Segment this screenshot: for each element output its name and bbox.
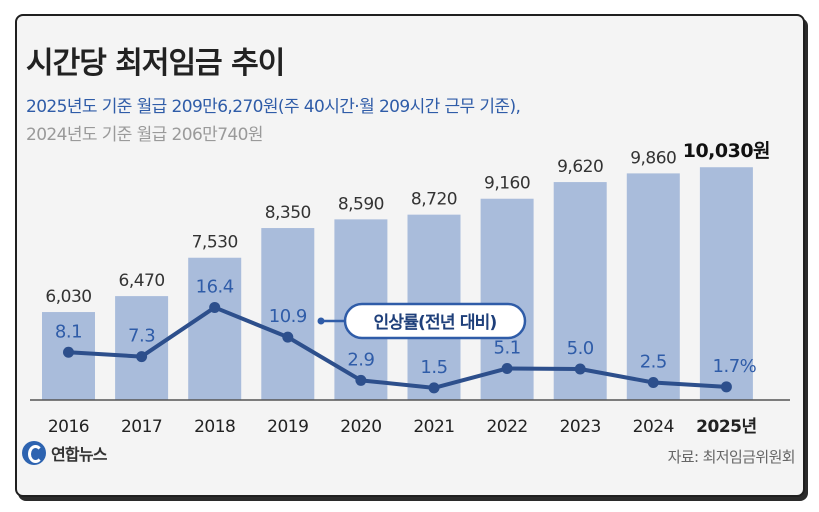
- rate-value-label: 2.9: [347, 349, 374, 370]
- rate-point-2018: [209, 301, 221, 313]
- rate-point-2021: [428, 382, 440, 394]
- bar-value-label: 10,030원: [683, 140, 770, 162]
- rate-point-2019: [282, 331, 294, 343]
- bar-2024: [626, 173, 680, 400]
- rate-value-label: 1.7%: [713, 356, 757, 377]
- bar-value-label: 6,470: [119, 271, 165, 291]
- bar-value-label: 9,160: [484, 174, 530, 194]
- rate-point-2025년: [720, 381, 732, 393]
- rate-series-line: [66, 305, 729, 390]
- rate-value-label: 1.5: [420, 357, 447, 378]
- bar-value-label: 9,620: [557, 157, 603, 177]
- bar-2017: [115, 296, 169, 400]
- logo-text: 연합뉴스: [51, 445, 107, 464]
- x-tick-label: 2019: [267, 417, 308, 437]
- rate-value-label: 5.0: [567, 338, 594, 359]
- rate-point-2020: [355, 374, 367, 386]
- rate-value-label: 7.3: [128, 326, 155, 347]
- x-tick-label: 2025년: [696, 417, 756, 437]
- rate-value-label: 10.9: [269, 306, 307, 327]
- yonhap-logo-icon: [22, 441, 46, 465]
- x-tick-label: 2023: [560, 417, 601, 437]
- subtitle-2024: 2024년도 기준 월급 206만740원: [26, 125, 263, 145]
- subtitle-2025: 2025년도 기준 월급 209만6,270원(주 40시간·월 209시간 근…: [26, 97, 521, 117]
- rate-value-label: 2.5: [640, 352, 667, 373]
- bar-value-label: 8,350: [265, 203, 311, 223]
- rate-point-2023: [574, 363, 586, 375]
- rate-point-2016: [63, 346, 74, 358]
- bar-2019: [261, 228, 315, 400]
- x-tick-label: 2022: [486, 417, 527, 437]
- x-tick-label: 2016: [48, 417, 89, 437]
- rate-point-2022: [501, 362, 513, 374]
- bar-value-label: 9,860: [630, 148, 676, 168]
- rate-callout-dot: [317, 317, 325, 325]
- bar-value-label: 7,530: [192, 233, 238, 253]
- rate-callout-label: 인상률(전년 대비): [374, 313, 497, 333]
- bar-2025년: [699, 167, 753, 400]
- bar-value-label: 6,030: [45, 287, 91, 307]
- rate-point-2024: [647, 377, 659, 388]
- x-tick-label: 2018: [194, 417, 235, 437]
- bar-value-label: 8,720: [411, 190, 457, 210]
- chart-title: 시간당 최저임금 추이: [26, 46, 285, 81]
- bar-2018: [188, 257, 242, 400]
- x-tick-label: 2021: [413, 417, 454, 437]
- rate-value-label: 16.4: [196, 276, 234, 297]
- x-tick-label: 2024: [633, 417, 674, 437]
- yonhap-logo: 연합뉴스: [22, 441, 107, 465]
- rate-value-label: 5.1: [494, 337, 521, 358]
- source-credit: 자료: 최저임금위원회: [667, 448, 796, 466]
- rate-value-label: 8.1: [55, 321, 82, 342]
- x-tick-label: 2020: [340, 417, 381, 437]
- bar-value-label: 8,590: [338, 194, 384, 214]
- x-tick-label: 2017: [121, 417, 162, 437]
- rate-point-2017: [136, 351, 148, 363]
